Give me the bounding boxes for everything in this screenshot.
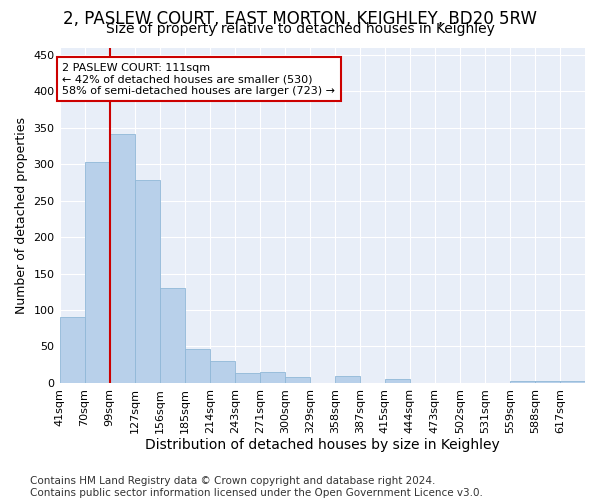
Bar	[535, 382, 560, 383]
Bar	[134, 180, 160, 383]
Bar	[85, 162, 110, 383]
Bar	[160, 288, 185, 383]
Y-axis label: Number of detached properties: Number of detached properties	[15, 116, 28, 314]
Bar	[510, 382, 535, 383]
Text: 2 PASLEW COURT: 111sqm
← 42% of detached houses are smaller (530)
58% of semi-de: 2 PASLEW COURT: 111sqm ← 42% of detached…	[62, 62, 335, 96]
Bar	[110, 134, 134, 383]
Bar	[209, 361, 235, 383]
Bar	[185, 350, 209, 383]
Bar	[260, 372, 285, 383]
Text: Size of property relative to detached houses in Keighley: Size of property relative to detached ho…	[106, 22, 494, 36]
Text: 2, PASLEW COURT, EAST MORTON, KEIGHLEY, BD20 5RW: 2, PASLEW COURT, EAST MORTON, KEIGHLEY, …	[63, 10, 537, 28]
X-axis label: Distribution of detached houses by size in Keighley: Distribution of detached houses by size …	[145, 438, 500, 452]
Text: Contains HM Land Registry data © Crown copyright and database right 2024.
Contai: Contains HM Land Registry data © Crown c…	[30, 476, 483, 498]
Bar	[335, 376, 360, 383]
Bar	[285, 377, 310, 383]
Bar	[385, 380, 410, 383]
Bar	[59, 316, 85, 383]
Bar	[560, 382, 585, 383]
Bar	[235, 374, 260, 383]
